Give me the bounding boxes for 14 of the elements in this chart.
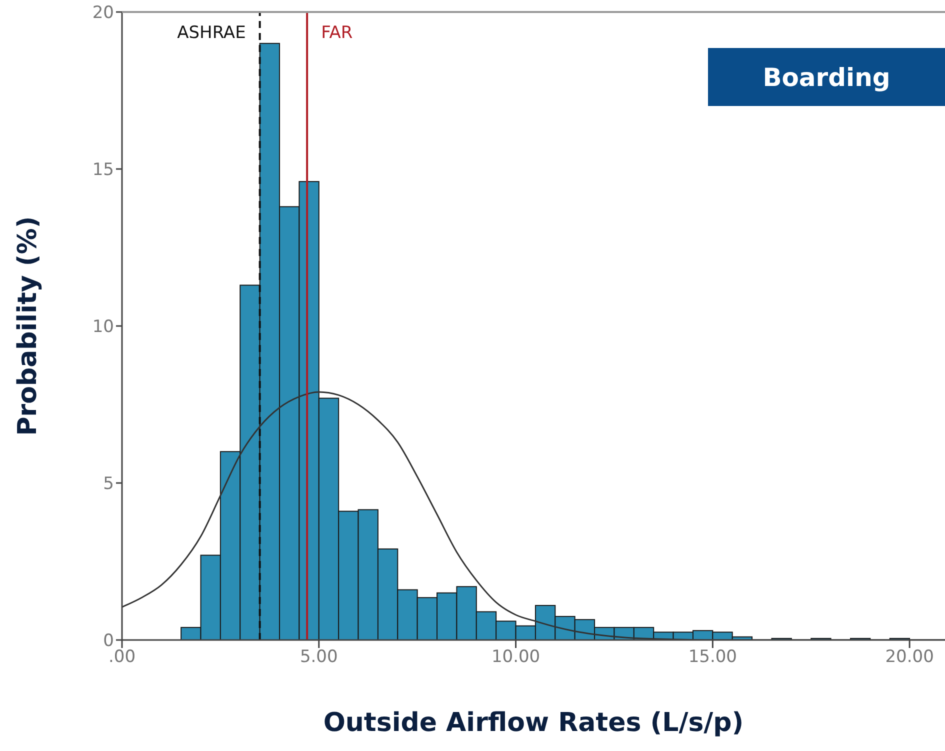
x-tick-label: 10.00 [491,647,540,668]
x-tick-label: 20.00 [885,647,934,668]
y-axis-title: Probability (%) [13,216,43,436]
ref-line-label: ASHRAE [177,23,246,44]
y-tick-label: 5 [103,474,114,494]
x-tick-label: 15.00 [688,647,738,668]
y-tick-label: 20 [92,3,114,24]
y-tick-label: 15 [92,160,114,180]
label-badge: Boarding [708,48,945,106]
x-tick-label: 5.00 [300,647,338,668]
annotation: Boarding [762,62,890,92]
y-tick-label: 10 [92,317,114,338]
ref-line-label: FAR [321,23,353,44]
x-axis-title: Outside Airflow Rates (L/s/p) [322,708,745,738]
